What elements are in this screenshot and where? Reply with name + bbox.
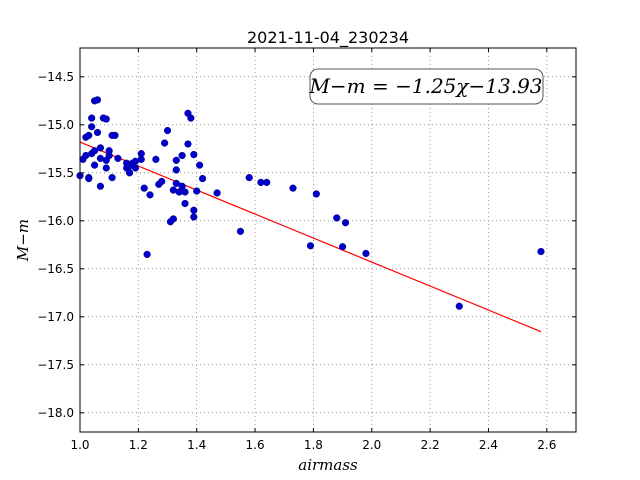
fit-equation-box [309,68,544,105]
data-point [114,154,122,163]
data-point [178,182,186,190]
data-point [263,178,271,187]
fit-line-group [79,141,542,333]
x-tick-label: 2.6 [537,438,556,452]
data-point [96,144,105,152]
data-point [126,169,134,177]
data-point [190,213,198,221]
y-tick-label: −16.0 [37,214,74,228]
data-point [96,182,105,190]
data-point [362,249,370,258]
x-tick-label: 2.2 [421,438,440,452]
data-point [537,247,545,256]
data-point [181,199,189,208]
data-point [85,174,93,183]
data-point [341,219,350,227]
data-point [131,164,140,172]
data-point [102,164,110,172]
data-point [169,215,177,223]
data-point [88,123,96,131]
data-point [333,214,341,222]
chart-title: 2021-11-04_230234 [247,28,409,48]
data-point [198,174,207,183]
y-tick-label: −15.5 [37,166,74,180]
data-point [111,131,119,139]
data-point [181,188,189,196]
data-point [90,161,99,169]
data-point [93,96,102,104]
plot-frame [79,47,577,433]
data-point [455,302,463,310]
data-point [105,147,113,155]
data-point [102,115,110,123]
data-point [137,155,145,163]
x-tick-label: 1.6 [246,438,265,452]
grid [79,48,576,432]
x-tick-label: 1.4 [187,438,206,452]
y-axis-label: M−m [14,219,32,262]
x-tick-label: 1.0 [70,438,89,452]
y-tick-label: −14.5 [37,70,74,84]
data-point [306,242,315,250]
x-tick-label: 1.2 [129,438,148,452]
data-point [196,161,204,169]
data-point [163,126,172,135]
data-point [190,150,198,159]
data-point [108,174,116,182]
plot-area [80,48,576,432]
data-point [213,189,221,197]
data-point [143,250,151,259]
ticks: 1.0 1.2 1.4 1.6 1.8 2.0 2.2 2.4 2.6 −18.0 −17.5 −17… [37,48,576,452]
data-point [193,187,201,195]
data-point [93,128,102,137]
y-tick-label: −15.0 [37,118,74,132]
data-points [76,96,545,310]
data-point [172,166,180,174]
y-tick-label: −16.5 [37,262,74,276]
data-point [190,206,198,214]
data-point [236,227,245,235]
data-point [312,190,320,198]
data-point [187,114,195,122]
y-tick-label: −18.0 [37,406,74,420]
data-point [172,179,180,187]
x-axis-label: airmass [298,456,358,474]
data-point [88,114,96,122]
data-point [90,147,99,155]
data-point [172,156,180,164]
x-tick-label: 2.0 [362,438,381,452]
data-point [152,155,160,163]
fit-line [79,141,542,333]
data-point [178,151,186,160]
y-tick-label: −17.0 [37,310,74,324]
data-point [146,191,154,199]
y-tick-label: −17.5 [37,358,74,372]
data-point [184,140,192,148]
data-point [338,243,347,251]
x-tick-label: 2.4 [479,438,498,452]
data-point [140,184,148,192]
data-point [245,174,253,182]
x-tick-label: 1.8 [304,438,323,452]
fit-equation-text: M−m = −1.25χ−13.93 [308,74,542,98]
data-point [161,139,169,147]
data-point [85,131,93,139]
data-point [289,184,297,192]
data-point [158,177,166,186]
